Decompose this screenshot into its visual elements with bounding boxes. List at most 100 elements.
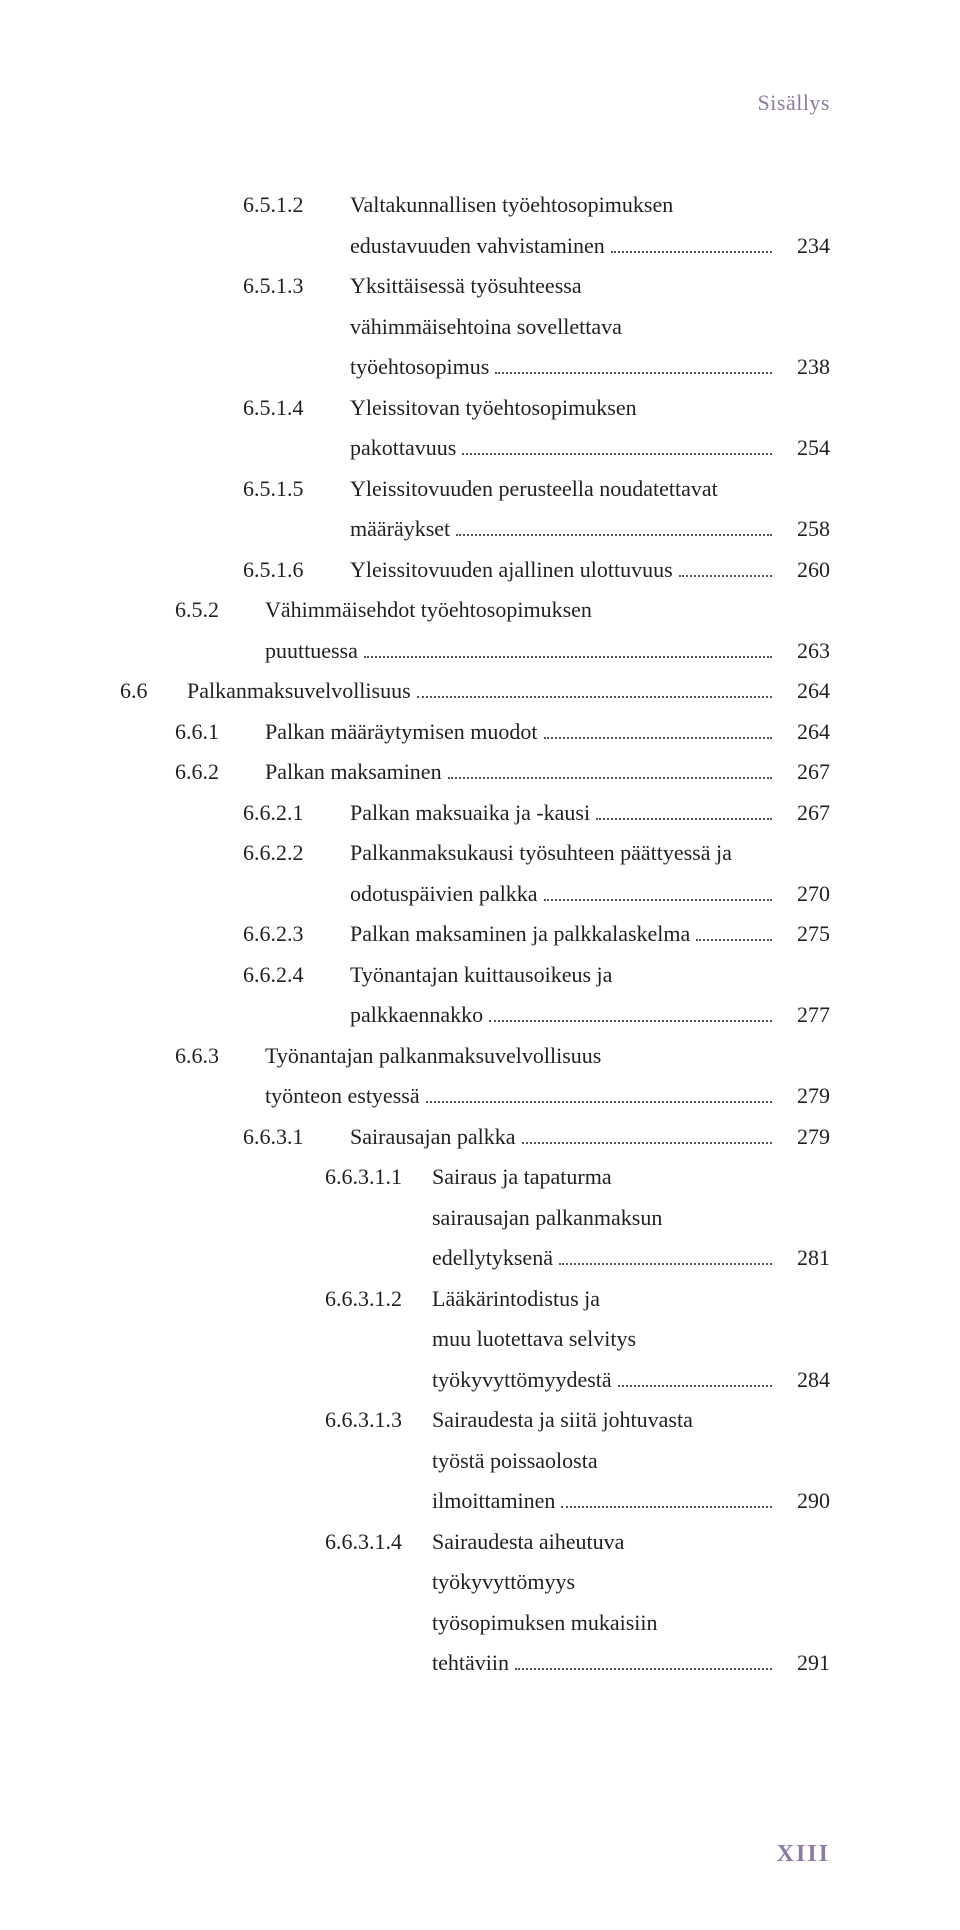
toc-entry-title: muu luotettava selvitys [432, 1320, 636, 1359]
toc-entry: tehtäviin291 [175, 1644, 830, 1683]
toc-entry-number: 6.5.1.3 [243, 267, 350, 306]
toc-leader-dots [462, 452, 772, 455]
toc-entry-title: Palkan määräytymisen muodot [265, 713, 538, 752]
toc-entry: 6.6.3.1.4Sairaudesta aiheutuva [175, 1523, 830, 1562]
toc-entry-number: 6.5.1.6 [243, 551, 350, 590]
toc-entry-number: 6.6.3.1.1 [325, 1158, 432, 1197]
toc-leader-dots [544, 898, 772, 901]
toc-entry: odotuspäivien palkka270 [175, 875, 830, 914]
toc-entry: 6.6.1Palkan määräytymisen muodot264 [175, 713, 830, 752]
toc-entry: 6.6.2.3Palkan maksaminen ja palkkalaskel… [175, 915, 830, 954]
toc-entry-page: 254 [778, 429, 830, 468]
toc-entry-title: odotuspäivien palkka [350, 875, 538, 914]
toc-entry: 6.5.1.3Yksittäisessä työsuhteessa [175, 267, 830, 306]
toc-entry: työsopimuksen mukaisiin [175, 1604, 830, 1643]
toc-entry-title: Palkanmaksukausi työsuhteen päättyessä j… [350, 834, 732, 873]
toc-entry: palkkaennakko277 [175, 996, 830, 1035]
toc-entry-number: 6.6.2.1 [243, 794, 350, 833]
toc-leader-dots [618, 1384, 772, 1387]
toc-entry: työkyvyttömyydestä284 [175, 1361, 830, 1400]
toc-entry-page: 290 [778, 1482, 830, 1521]
toc-leader-dots [596, 817, 772, 820]
toc-entry-title: Palkan maksuaika ja -kausi [350, 794, 590, 833]
toc-entry: 6.5.1.2Valtakunnallisen työehtosopimukse… [175, 186, 830, 225]
toc-entry: työehtosopimus238 [175, 348, 830, 387]
toc-leader-dots [696, 938, 772, 941]
toc-leader-dots [679, 574, 772, 577]
toc-entry: sairausajan palkanmaksun [175, 1199, 830, 1238]
toc-entry: ilmoittaminen 290 [175, 1482, 830, 1521]
toc-entry-number: 6.5.1.4 [243, 389, 350, 428]
toc-entry: 6.5.2Vähimmäisehdot työehtosopimuksen [175, 591, 830, 630]
toc-entry-title: työkyvyttömyydestä [432, 1361, 612, 1400]
toc-leader-dots [522, 1141, 772, 1144]
toc-entry: 6.6.2.1Palkan maksuaika ja -kausi267 [175, 794, 830, 833]
toc-entry: 6.6.2.4Työnantajan kuittausoikeus ja [175, 956, 830, 995]
toc-entry-page: 260 [778, 551, 830, 590]
toc-entry: 6.6.3.1.3Sairaudesta ja siitä johtuvasta [175, 1401, 830, 1440]
toc-entry: muu luotettava selvitys [175, 1320, 830, 1359]
toc-entry-number: 6.5.2 [175, 591, 265, 630]
toc-entry-page: 264 [778, 713, 830, 752]
toc-entry-number: 6.6.2.4 [243, 956, 350, 995]
toc-entry: 6.6.3.1.2Lääkärintodistus ja [175, 1280, 830, 1319]
toc-entry-title: ilmoittaminen [432, 1482, 555, 1521]
toc-entry-title: Työnantajan palkanmaksuvelvollisuus [265, 1037, 601, 1076]
toc-entry: pakottavuus 254 [175, 429, 830, 468]
toc-entry-number: 6.6.2.2 [243, 834, 350, 873]
toc-entry: edustavuuden vahvistaminen234 [175, 227, 830, 266]
toc-entry-title: Yksittäisessä työsuhteessa [350, 267, 582, 306]
toc-entry-page: 279 [778, 1118, 830, 1157]
toc-entry-number: 6.6.3.1 [243, 1118, 350, 1157]
toc-entry-title: työnteon estyessä [265, 1077, 420, 1116]
toc-entry-number: 6.5.1.5 [243, 470, 350, 509]
toc-leader-dots [448, 776, 772, 779]
toc-entry-title: puuttuessa [265, 632, 358, 671]
toc-entry: 6.5.1.4Yleissitovan työehtosopimuksen [175, 389, 830, 428]
toc-leader-dots [417, 695, 772, 698]
toc-entry: puuttuessa 263 [175, 632, 830, 671]
toc-entry-number: 6.6.3.1.3 [325, 1401, 432, 1440]
toc-entry-title: työstä poissaolosta [432, 1442, 598, 1481]
toc-entry-number: 6.6.2.3 [243, 915, 350, 954]
toc-entry-title: edellytyksenä [432, 1239, 553, 1278]
toc-entry-title: Vähimmäisehdot työehtosopimuksen [265, 591, 592, 630]
toc-entry: 6.5.1.6Yleissitovuuden ajallinen ulottuv… [175, 551, 830, 590]
toc-entry-title: Valtakunnallisen työehtosopimuksen [350, 186, 673, 225]
toc-leader-dots [489, 1019, 772, 1022]
toc-entry-page: 275 [778, 915, 830, 954]
toc-entry-title: Työnantajan kuittausoikeus ja [350, 956, 612, 995]
toc-leader-dots [364, 655, 772, 658]
toc-entry-title: Palkan maksaminen [265, 753, 442, 792]
toc-entry-title: määräykset [350, 510, 450, 549]
page-number: XIII [777, 1841, 830, 1868]
toc-entry: edellytyksenä281 [175, 1239, 830, 1278]
toc-entry-title: Sairausajan palkka [350, 1118, 516, 1157]
toc-entry-title: pakottavuus [350, 429, 456, 468]
toc-entry-title: palkkaennakko [350, 996, 483, 1035]
toc-entry-number: 6.6.3.1.2 [325, 1280, 432, 1319]
toc-entry-title: edustavuuden vahvistaminen [350, 227, 605, 266]
toc-entry: työnteon estyessä 279 [175, 1077, 830, 1116]
toc-entry-title: työsopimuksen mukaisiin [432, 1604, 658, 1643]
toc-entry: 6.6.3.1.1Sairaus ja tapaturma [175, 1158, 830, 1197]
toc-entry-page: 267 [778, 753, 830, 792]
toc-entry: vähimmäisehtoina sovellettava [175, 308, 830, 347]
toc-entry-page: 279 [778, 1077, 830, 1116]
toc-entry-number: 6.6.3.1.4 [325, 1523, 432, 1562]
toc-entry-number: 6.6.2 [175, 753, 265, 792]
toc-entry-page: 258 [778, 510, 830, 549]
toc-leader-dots [495, 371, 772, 374]
toc-entry-page: 263 [778, 632, 830, 671]
toc-leader-dots [611, 250, 772, 253]
toc-entry-title: työkyvyttömyys [432, 1563, 575, 1602]
toc-entry-page: 238 [778, 348, 830, 387]
toc-leader-dots [559, 1262, 772, 1265]
toc-entry-number: 6.6.3 [175, 1037, 265, 1076]
toc-leader-dots [426, 1100, 772, 1103]
toc-entry-title: Sairaus ja tapaturma [432, 1158, 612, 1197]
toc-leader-dots [515, 1667, 772, 1670]
toc-entry: 6.6.2.2Palkanmaksukausi työsuhteen päätt… [175, 834, 830, 873]
toc-entry-title: tehtäviin [432, 1644, 509, 1683]
toc-leader-dots [544, 736, 773, 739]
